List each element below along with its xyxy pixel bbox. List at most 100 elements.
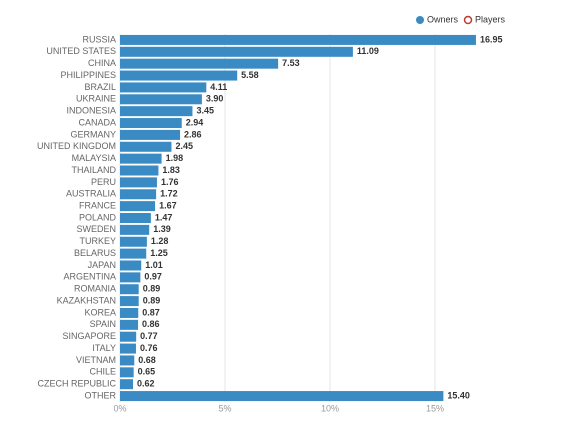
value-label: 0.76: [140, 343, 158, 353]
category-label: ARGENTINA: [63, 272, 116, 282]
value-label: 1.25: [150, 248, 168, 258]
value-label: 0.89: [143, 284, 161, 294]
bar: [120, 284, 139, 295]
value-label: 0.68: [138, 355, 156, 365]
bar: [120, 201, 156, 212]
category-label: PHILIPPINES: [60, 70, 116, 80]
bar: [120, 129, 181, 140]
bar: [120, 165, 159, 176]
category-label: SWEDEN: [76, 224, 116, 234]
bar: [120, 213, 151, 223]
value-label: 7.53: [282, 58, 300, 68]
legend-swatch: [463, 15, 473, 25]
bar: [120, 177, 157, 188]
value-label: 16.95: [480, 34, 503, 44]
value-label: 0.87: [142, 307, 160, 317]
value-label: 0.86: [142, 319, 160, 329]
x-tick-label: 10%: [321, 403, 339, 413]
category-label: INDONESIA: [66, 106, 116, 116]
category-label: CANADA: [78, 117, 116, 127]
category-label: JAPAN: [88, 260, 116, 270]
value-label: 0.77: [140, 331, 158, 341]
value-label: 1.72: [160, 189, 178, 199]
bar: [120, 94, 202, 105]
value-label: 5.58: [241, 70, 259, 80]
category-label: RUSSIA: [82, 34, 116, 44]
category-label: SINGAPORE: [62, 331, 116, 341]
bar: [120, 118, 182, 129]
category-label: BELARUS: [74, 248, 116, 258]
bar: [120, 355, 135, 366]
bar: [120, 391, 444, 402]
bar: [120, 46, 353, 57]
bar: [120, 248, 147, 259]
category-label: BRAZIL: [84, 82, 116, 92]
category-label: KOREA: [84, 307, 116, 317]
x-tick-label: 0%: [113, 403, 126, 413]
category-label: ROMANIA: [74, 284, 116, 294]
value-label: 1.67: [159, 201, 177, 211]
value-label: 2.45: [175, 141, 193, 151]
bar: [120, 307, 139, 318]
bar: [120, 367, 134, 378]
bar: [120, 82, 207, 93]
bar: [120, 343, 136, 354]
value-label: 0.65: [138, 367, 156, 377]
category-label: MALAYSIA: [72, 153, 116, 163]
bar: [120, 189, 157, 200]
category-label: THAILAND: [71, 165, 116, 175]
value-label: 3.90: [206, 94, 224, 104]
bar: [120, 224, 150, 235]
value-label: 0.62: [137, 379, 155, 389]
bar: [120, 331, 137, 342]
bar: [120, 296, 139, 307]
category-label: TURKEY: [79, 236, 116, 246]
x-tick-label: 15%: [426, 403, 444, 413]
value-label: 2.86: [184, 129, 202, 139]
category-label: FRANCE: [79, 201, 116, 211]
bar: [120, 153, 162, 164]
category-label: CHILE: [89, 367, 116, 377]
value-label: 1.01: [145, 260, 163, 270]
category-label: SPAIN: [90, 319, 116, 329]
bar: [120, 236, 147, 247]
value-label: 0.89: [143, 295, 161, 305]
category-label: AUSTRALIA: [66, 189, 116, 199]
legend-swatch: [416, 16, 424, 24]
bar: [120, 58, 279, 69]
bar: [120, 106, 193, 117]
value-label: 1.98: [166, 153, 184, 163]
category-label: OTHER: [85, 390, 117, 400]
value-label: 1.28: [151, 236, 169, 246]
legend-label: Players: [475, 14, 506, 24]
bar: [120, 141, 172, 152]
value-label: 3.45: [196, 106, 214, 116]
category-label: CZECH REPUBLIC: [37, 379, 116, 389]
category-label: PERU: [91, 177, 116, 187]
bar: [120, 70, 238, 81]
category-label: UNITED KINGDOM: [37, 141, 116, 151]
legend-label: Owners: [427, 14, 459, 24]
bar: [120, 272, 141, 283]
category-label: ITALY: [92, 343, 116, 353]
category-label: UNITED STATES: [46, 46, 116, 56]
value-label: 2.94: [186, 117, 204, 127]
bar: [120, 379, 134, 390]
value-label: 11.09: [357, 46, 379, 56]
category-label: VIETNAM: [76, 355, 116, 365]
bar: [120, 319, 139, 330]
category-label: POLAND: [79, 212, 117, 222]
category-label: GERMANY: [70, 129, 116, 139]
value-label: 1.83: [162, 165, 180, 175]
category-label: UKRAINE: [76, 94, 116, 104]
bar: [120, 260, 142, 271]
value-label: 1.76: [161, 177, 179, 187]
value-label: 0.97: [144, 272, 162, 282]
value-label: 1.47: [155, 212, 173, 222]
bar: [120, 34, 476, 45]
value-label: 4.11: [210, 82, 227, 92]
category-label: KAZAKHSTAN: [57, 295, 116, 305]
value-label: 15.40: [447, 390, 470, 400]
value-label: 1.39: [153, 224, 171, 234]
